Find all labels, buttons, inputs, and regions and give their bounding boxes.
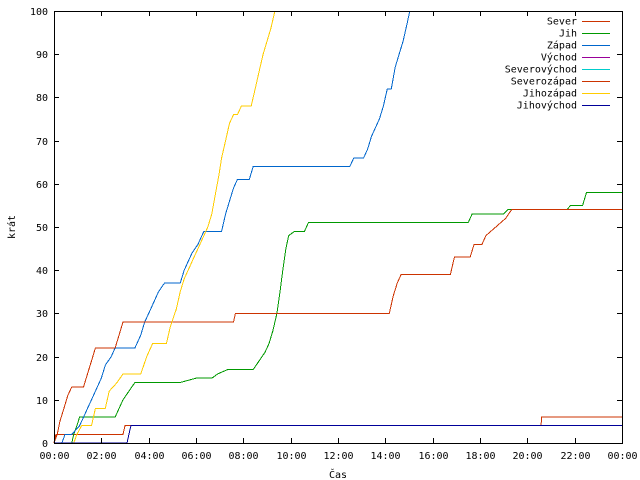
y-axis: 0 10 20 30 40 50 60 70 80 90 100 — [30, 7, 622, 450]
series-line-jihozapad — [54, 10, 276, 444]
x-axis: 00:00 02:00 04:00 06:00 08:00 10:00 12:00 14:00… — [39, 11, 638, 462]
x-tick-label: 22:00 — [560, 451, 590, 462]
y-tick-label: 80 — [36, 93, 48, 104]
x-tick-label: 08:00 — [228, 451, 258, 462]
legend-label-vychod: Východ — [541, 52, 577, 64]
x-tick-label: 02:00 — [86, 451, 116, 462]
legend-label-severovychod: Severovýchod — [505, 64, 577, 76]
x-tick-label: 00:00 — [39, 451, 69, 462]
legend: SeverJihZápadVýchodSeverovýchodSeverozáp… — [505, 17, 610, 112]
legend-label-jih: Jih — [559, 29, 577, 40]
y-tick-label: 40 — [36, 266, 48, 277]
x-tick-label: 00:00 — [607, 451, 637, 462]
y-tick-label: 100 — [30, 7, 48, 18]
x-tick-label: 04:00 — [134, 451, 164, 462]
series-line-severozapad — [53, 209, 622, 444]
x-tick-label: 14:00 — [370, 451, 400, 462]
y-axis-label: krát — [6, 215, 18, 239]
legend-label-jihovychod: Jihovýchod — [517, 100, 577, 112]
x-tick-label: 16:00 — [418, 451, 448, 462]
legend-label-jihozapad: Jihozápad — [523, 88, 577, 100]
y-tick-label: 0 — [42, 439, 48, 450]
y-tick-label: 70 — [36, 137, 48, 148]
series-line-zapad — [54, 10, 411, 444]
y-tick-label: 90 — [36, 50, 48, 61]
legend-label-sever: Sever — [547, 17, 577, 28]
x-tick-label: 20:00 — [512, 451, 542, 462]
y-tick-label: 10 — [36, 396, 48, 407]
y-tick-label: 60 — [36, 180, 48, 191]
legend-label-severozapad: Severozápad — [511, 76, 577, 88]
y-tick-label: 30 — [36, 309, 48, 320]
x-tick-label: 10:00 — [276, 451, 306, 462]
series-line-jih — [54, 191, 622, 444]
x-tick-label: 12:00 — [323, 451, 353, 462]
y-tick-label: 20 — [36, 353, 48, 364]
legend-label-zapad: Západ — [547, 40, 577, 52]
x-tick-label: 06:00 — [181, 451, 211, 462]
y-tick-label: 50 — [36, 223, 48, 234]
x-tick-label: 18:00 — [465, 451, 495, 462]
x-axis-label: Čas — [329, 468, 347, 480]
